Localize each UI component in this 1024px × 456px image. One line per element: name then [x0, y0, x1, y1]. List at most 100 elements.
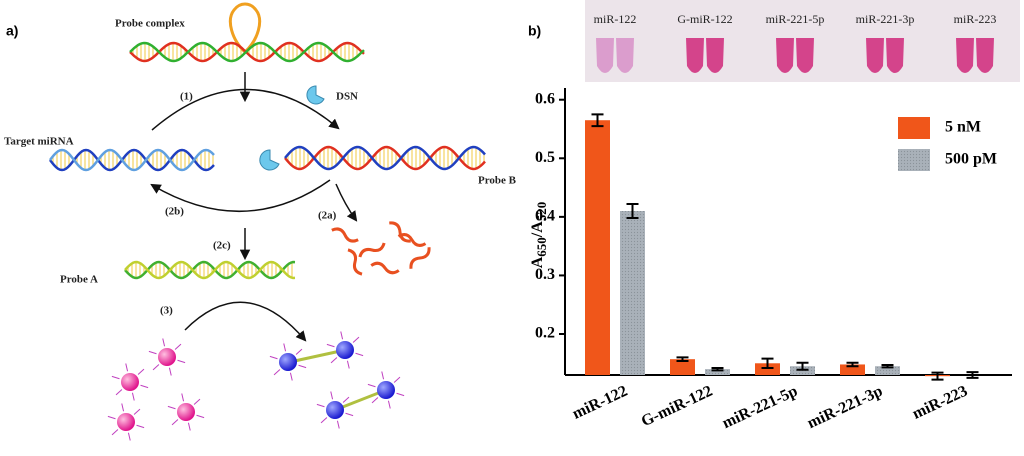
dsn-icon	[259, 149, 280, 171]
panel-label: a)	[6, 23, 18, 39]
ligand	[162, 338, 166, 347]
ligand	[342, 396, 350, 403]
ligand	[167, 405, 176, 410]
photo-label: miR-223	[954, 12, 997, 26]
tube	[886, 38, 904, 73]
ligand	[168, 367, 172, 376]
ligand	[387, 400, 391, 409]
ligand	[396, 392, 405, 397]
y-label-part: A	[529, 256, 546, 268]
fragment	[409, 247, 431, 269]
ligand	[187, 422, 191, 431]
tube	[686, 38, 704, 73]
strand	[129, 41, 365, 63]
ligand	[393, 376, 401, 383]
ligand	[269, 355, 278, 360]
label: Probe A	[60, 274, 98, 286]
error-bar	[796, 361, 809, 371]
legend-label: 5 nM	[945, 119, 981, 136]
bar	[755, 363, 780, 375]
bar	[840, 364, 865, 375]
strand	[49, 148, 215, 172]
nanoparticle	[121, 373, 139, 391]
ligand	[133, 408, 141, 415]
label: (2c)	[213, 240, 231, 252]
nanoparticle	[336, 341, 354, 359]
ligand	[371, 397, 379, 404]
legend-swatch	[898, 117, 930, 139]
x-tick-label: miR-223	[910, 383, 970, 423]
ligand	[367, 383, 376, 388]
y-tick-label: 0.6	[535, 90, 555, 107]
bar	[670, 359, 695, 375]
label: Target miRNA	[4, 136, 74, 148]
dsn-icon	[306, 85, 325, 105]
error-bar	[846, 361, 859, 368]
strand	[129, 41, 365, 63]
ligand	[148, 350, 157, 355]
tube	[596, 38, 614, 73]
ligand	[177, 359, 186, 364]
nanoparticle	[377, 381, 395, 399]
error-bar	[931, 371, 944, 381]
nanoparticle	[158, 348, 176, 366]
fragment	[397, 233, 427, 247]
fragment	[331, 227, 359, 243]
ligand	[171, 419, 179, 426]
bar	[875, 366, 900, 375]
error-bar	[591, 113, 604, 128]
nanoparticle	[177, 403, 195, 421]
strand	[284, 145, 486, 171]
ligand	[340, 331, 344, 340]
label: (2a)	[318, 210, 337, 222]
arrow	[151, 88, 340, 131]
label: Probe complex	[115, 18, 185, 30]
error-bar	[626, 202, 639, 220]
strand	[49, 148, 215, 172]
link	[289, 348, 346, 364]
tube	[866, 38, 884, 73]
legend-label: 500 pM	[945, 151, 997, 168]
ligand	[127, 432, 131, 441]
ligand	[283, 343, 287, 352]
ligand	[111, 375, 120, 380]
fragment	[358, 242, 386, 258]
legend-swatch	[898, 149, 930, 171]
ligand	[121, 403, 125, 412]
tube	[976, 38, 994, 73]
nanoparticle	[326, 401, 344, 419]
ligand	[152, 364, 160, 371]
bar	[585, 120, 610, 375]
y-tick-label: 0.2	[535, 325, 555, 342]
hairpin	[229, 2, 261, 54]
ligand	[320, 417, 328, 424]
ligand	[137, 368, 145, 375]
error-bar	[711, 366, 724, 372]
error-bar	[966, 371, 979, 379]
ligand	[336, 420, 340, 429]
label: Probe B	[478, 175, 517, 187]
ligand	[355, 352, 364, 357]
photo-label: G-miR-122	[677, 12, 732, 26]
ligand	[330, 391, 334, 400]
ligand	[352, 336, 360, 343]
ligand	[115, 389, 123, 396]
ligand	[193, 398, 201, 405]
tube	[776, 38, 794, 73]
nanoparticle	[279, 353, 297, 371]
fragment	[389, 221, 411, 243]
y-label-part: 650	[534, 237, 549, 257]
label: (1)	[180, 91, 193, 103]
ligand	[136, 424, 145, 429]
ligand	[289, 372, 293, 381]
y-label-part: /A	[529, 221, 546, 238]
ligand	[298, 364, 307, 369]
photo-label: miR-122	[594, 12, 637, 26]
panel-label: b)	[528, 23, 541, 39]
tube	[706, 38, 724, 73]
tube	[616, 38, 634, 73]
ligand	[316, 403, 325, 408]
tube	[796, 38, 814, 73]
ligand	[345, 412, 354, 417]
